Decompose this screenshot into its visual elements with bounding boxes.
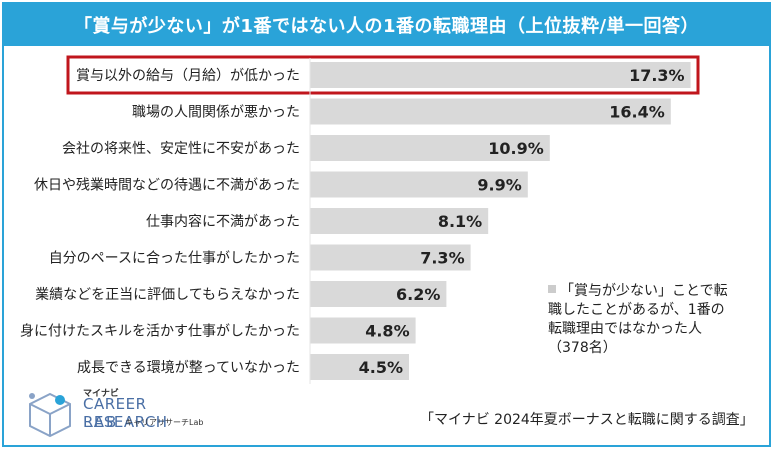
bar-7 [310, 317, 416, 344]
value-label-1: 16.4% [609, 103, 665, 122]
category-label-4: 仕事内容に不満があった [146, 213, 300, 230]
category-label-3: 休日や残業時間などの待遇に不満があった [34, 178, 300, 194]
category-label-7: 身に付けたスキルを活かす仕事がしたかった [20, 324, 300, 340]
value-label-5: 7.3% [420, 249, 464, 268]
bar-1 [310, 98, 671, 125]
legend-text: 「賞与が少ない」ことで転職したことがあるが、1番の転職理由ではなかった人（378… [548, 283, 728, 356]
logo-mynavi: マイナビ [83, 389, 119, 399]
bar-0 [310, 62, 691, 88]
category-label-0: 賞与以外の給与（月給）が低かった [76, 68, 300, 84]
category-label-8: 成長できる環境が整っていなかった [77, 360, 300, 376]
legend-swatch [548, 285, 556, 293]
value-label-7: 4.8% [365, 322, 409, 341]
bar-8 [310, 354, 409, 380]
value-label-8: 4.5% [359, 358, 403, 377]
source-note: 「マイナビ 2024年夏ボーナスと転職に関する調査」 [420, 412, 754, 428]
logo-lab: LAB [83, 413, 119, 431]
bar-3 [310, 171, 528, 198]
bar-6 [310, 281, 447, 307]
value-label-2: 10.9% [488, 139, 544, 158]
bar-4 [310, 208, 489, 234]
cube-logo-icon [29, 392, 71, 438]
highlight-box [66, 55, 700, 95]
category-label-2: 会社の将来性、安定性に不安があった [62, 141, 300, 157]
legend: 「賞与が少ない」ことで転職したことがあるが、1番の転職理由ではなかった人（378… [548, 282, 728, 358]
value-label-0: 17.3% [629, 66, 685, 85]
bar-2 [310, 135, 550, 161]
value-label-6: 6.2% [396, 285, 440, 304]
logo-career: CAREER RESEARCH [83, 395, 168, 431]
category-label-1: 職場の人間関係が悪かった [132, 105, 300, 121]
value-label-4: 8.1% [438, 212, 482, 231]
bar-5 [310, 244, 471, 271]
career-research-lab-logo: マイナビ CAREER RESEARCH LAB キャリアリサーチLab [20, 386, 220, 442]
value-label-3: 9.9% [477, 176, 521, 195]
category-label-6: 業績などを正当に評価してもらえなかった [35, 287, 300, 303]
category-label-5: 自分のペースに合った仕事がしたかった [49, 251, 300, 267]
logo-kana: キャリアリサーチLab [125, 418, 204, 427]
chart-title: 「賞与が少ない」が1番ではない人の1番の転職理由（上位抜粋/単一回答） [4, 4, 769, 46]
